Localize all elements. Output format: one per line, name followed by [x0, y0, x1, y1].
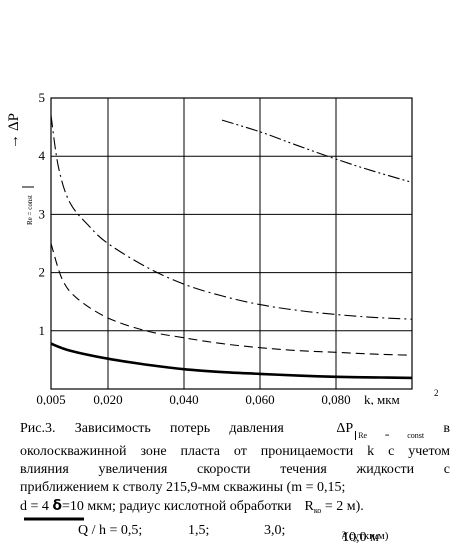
y-axis-label-main: → ΔP	[6, 113, 22, 149]
legend-label-2: 1,5;	[188, 523, 210, 538]
y-axis-label: → ΔP Re = const	[6, 113, 34, 225]
y-tick-label: 5	[39, 90, 46, 105]
x-axis-label-sup: 2	[434, 388, 439, 398]
x-axis-label: k, мкм	[364, 392, 400, 405]
caption-line-2: околоскважинной зоне пласта от проницаем…	[20, 444, 451, 459]
series-line-3	[50, 115, 413, 320]
x-tick-label: 0,080	[321, 392, 350, 405]
y-tick-label: 1	[39, 323, 46, 338]
y-tick-label: 4	[39, 148, 46, 163]
legend-label-3: 3,0;	[264, 523, 286, 538]
caption-line-4: приближением к стволу 215,9-мм скважины …	[20, 480, 346, 495]
legend-label-1: Q / h = 0,5;	[78, 523, 143, 538]
chart-grid	[51, 98, 412, 389]
caption-delta-p: ΔP	[336, 421, 354, 436]
x-tick-label: 0,020	[93, 392, 122, 405]
y-axis-label-sub: Re = const	[26, 195, 34, 225]
chart-curves	[50, 115, 413, 380]
series-line-4	[221, 119, 413, 183]
caption-line-3: влияния увеличения скорости течения жидк…	[20, 462, 450, 477]
x-tick-label: 0,060	[245, 392, 274, 405]
series-line-2	[50, 243, 413, 356]
legend: Q / h = 0,5; 1,5; 3,0; 10,0 м 3/(сутки.м)	[20, 516, 450, 545]
legend-swatch-solid	[24, 517, 84, 521]
caption-line-5: d = 4 δ=10 мкм; радиус кислотной обработ…	[20, 498, 364, 515]
caption-line-1: Рис.3. Зависимость потерь давления ΔP Re …	[20, 421, 451, 440]
x-tick-labels: 0,005 0,020 0,040 0,060 0,080	[36, 392, 350, 405]
x-tick-label: 0,005	[36, 392, 65, 405]
caption-delta-p-sub: Re = const	[355, 431, 425, 440]
plot-frame	[50, 97, 413, 390]
x-tick-label: 0,040	[169, 392, 198, 405]
y-tick-label: 3	[39, 206, 46, 221]
series-line-1	[50, 342, 413, 380]
y-tick-labels: 1 2 3 4 5	[39, 90, 46, 338]
y-tick-label: 2	[39, 265, 46, 280]
chart-figure: 1 2 3 4 5 0,005 0,020 0,040 0,060 0,080 → ΔP Re …	[6, 90, 439, 405]
